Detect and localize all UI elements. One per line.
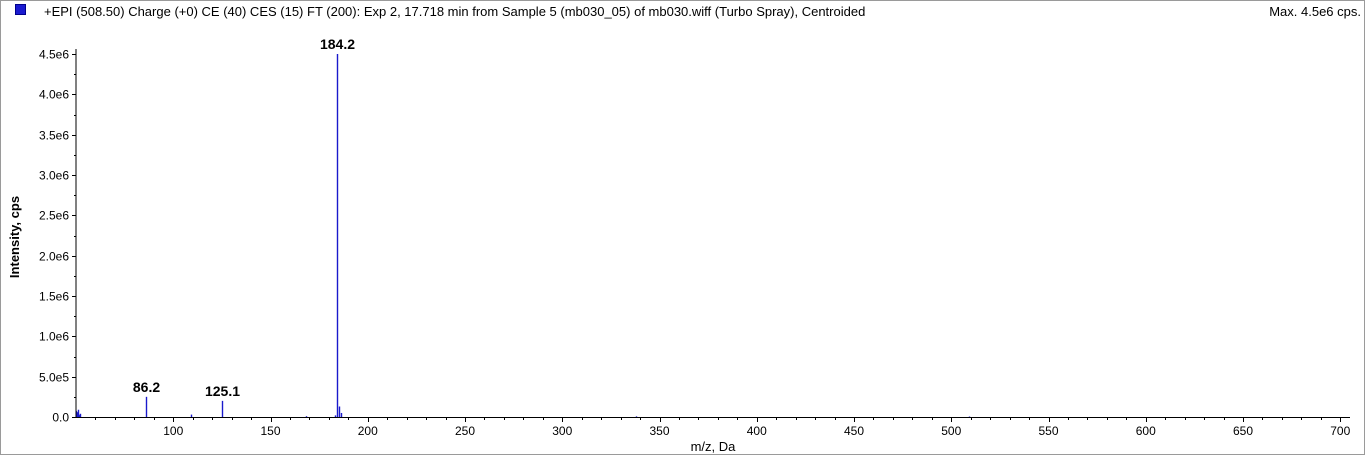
y-tick-label: 0.0 — [52, 411, 69, 425]
x-axis-label: m/z, Da — [691, 439, 737, 454]
y-tick-label: 3.0e6 — [39, 169, 69, 183]
y-tick-label: 3.5e6 — [39, 129, 69, 143]
x-tick-label: 550 — [1039, 424, 1059, 438]
peak-label: 86.2 — [133, 379, 160, 395]
x-tick-label: 650 — [1233, 424, 1253, 438]
y-tick-label: 2.0e6 — [39, 250, 69, 264]
y-tick-label: 4.0e6 — [39, 88, 69, 102]
x-tick-label: 150 — [260, 424, 280, 438]
peak-label: 125.1 — [205, 383, 240, 399]
x-tick-label: 100 — [163, 424, 183, 438]
x-tick-label: 250 — [455, 424, 475, 438]
x-tick-label: 600 — [1136, 424, 1156, 438]
peak-sticks — [76, 54, 971, 417]
x-tick-label: 350 — [649, 424, 669, 438]
x-tick-label: 400 — [747, 424, 767, 438]
y-axis-label: Intensity, cps — [7, 196, 22, 278]
x-tick-label: 700 — [1330, 424, 1350, 438]
max-intensity-label: Max. 4.5e6 cps. — [1269, 4, 1361, 19]
peak-label: 184.2 — [320, 36, 355, 52]
y-tick-label: 2.5e6 — [39, 209, 69, 223]
y-tick-label: 5.0e5 — [39, 371, 69, 385]
x-tick-label: 300 — [552, 424, 572, 438]
spectrum-header: +EPI (508.50) Charge (+0) CE (40) CES (1… — [1, 1, 1364, 23]
x-tick-label: 500 — [941, 424, 961, 438]
y-tick-label: 1.5e6 — [39, 290, 69, 304]
y-tick-label: 4.5e6 — [39, 48, 69, 62]
y-tick-label: 1.0e6 — [39, 330, 69, 344]
x-tick-label: 450 — [844, 424, 864, 438]
origin-marker — [76, 410, 81, 417]
spectrum-title: +EPI (508.50) Charge (+0) CE (40) CES (1… — [44, 4, 866, 19]
x-axis-ticks: 100 150 200 250 300 350 400 450 500 550 600 650 700 — [95, 417, 1351, 438]
y-axis-ticks: 0.0 5.0e5 1.0e6 1.5e6 2.0e6 2.5e6 3.0e6 3.5e6 4.… — [39, 48, 76, 425]
x-tick-label: 200 — [358, 424, 378, 438]
peak-labels: 86.2 125.1 184.2 — [133, 36, 355, 399]
series-legend-swatch[interactable] — [15, 4, 26, 15]
